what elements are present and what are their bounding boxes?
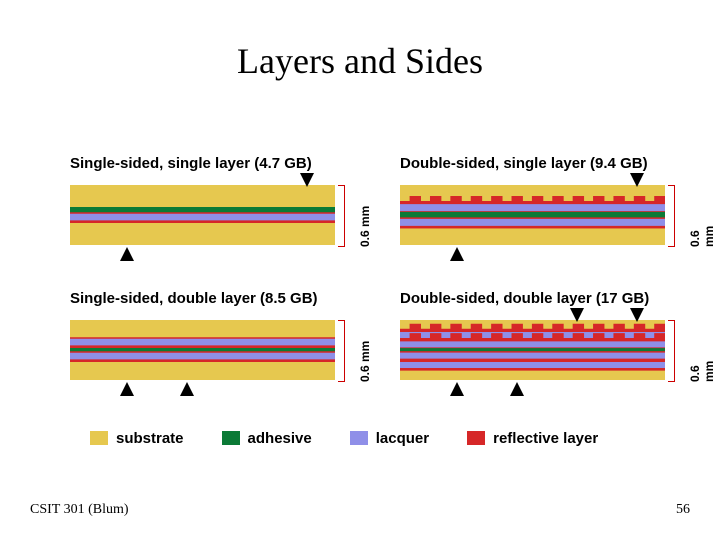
dimension-bracket: [668, 185, 675, 247]
legend-lacquer: lacquer: [350, 430, 429, 447]
read-arrow-down: [630, 308, 644, 322]
diagram-ss_dl: [70, 320, 335, 380]
legend-reflective: reflective layer: [467, 430, 598, 447]
read-arrow-up: [180, 382, 194, 396]
swatch-substrate: [90, 431, 108, 445]
read-arrow-up: [120, 247, 134, 261]
dimension-label: 0.6 mm: [688, 215, 716, 247]
read-arrow-up: [450, 247, 464, 261]
footer-left: CSIT 301 (Blum): [30, 502, 129, 518]
label-ds-sl: Double-sided, single layer (9.4 GB): [400, 155, 648, 172]
legend-label-lacquer: lacquer: [376, 430, 429, 447]
legend: substrate adhesive lacquer reflective la…: [90, 430, 598, 447]
read-arrow-up: [510, 382, 524, 396]
legend-adhesive: adhesive: [222, 430, 312, 447]
read-arrow-down: [570, 308, 584, 322]
page-title: Layers and Sides: [0, 40, 720, 82]
legend-label-reflective: reflective layer: [493, 430, 598, 447]
diagram-ss_sl: [70, 185, 335, 245]
legend-substrate: substrate: [90, 430, 184, 447]
dimension-bracket: [338, 320, 345, 382]
swatch-adhesive: [222, 431, 240, 445]
read-arrow-down: [630, 173, 644, 187]
dimension-label: 0.6 mm: [358, 206, 372, 247]
diagram-ds_dl: [400, 320, 665, 380]
label-ds-dl: Double-sided, double layer (17 GB): [400, 290, 649, 307]
legend-label-substrate: substrate: [116, 430, 184, 447]
swatch-lacquer: [350, 431, 368, 445]
swatch-reflective: [467, 431, 485, 445]
dimension-label: 0.6 mm: [358, 341, 372, 382]
label-ss-sl: Single-sided, single layer (4.7 GB): [70, 155, 312, 172]
legend-label-adhesive: adhesive: [248, 430, 312, 447]
label-ss-dl: Single-sided, double layer (8.5 GB): [70, 290, 318, 307]
read-arrow-up: [450, 382, 464, 396]
dimension-label: 0.6 mm: [688, 350, 716, 382]
dimension-bracket: [668, 320, 675, 382]
diagram-ds_sl: [400, 185, 665, 245]
read-arrow-up: [120, 382, 134, 396]
slide: Layers and Sides Single-sided, single la…: [0, 0, 720, 540]
read-arrow-down: [300, 173, 314, 187]
footer-right: 56: [676, 502, 690, 518]
dimension-bracket: [338, 185, 345, 247]
